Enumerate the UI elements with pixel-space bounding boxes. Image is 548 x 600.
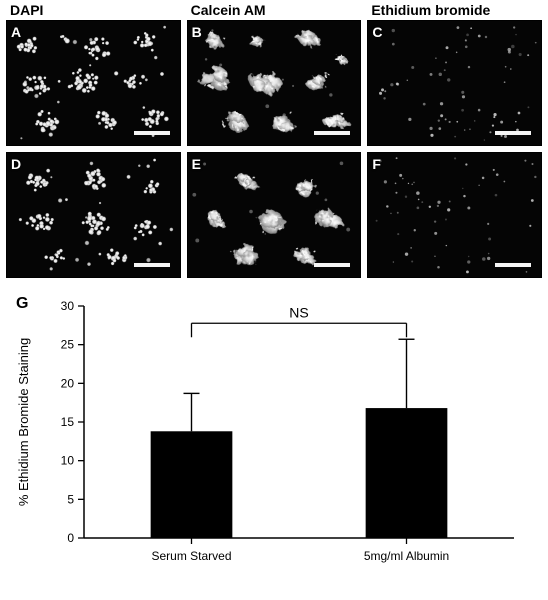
panel-letter-d: D xyxy=(11,156,21,172)
panel-e-calcein-row2: E xyxy=(187,152,362,278)
bar-chart-svg: G 0 5 10 15 20 25 30 % Ethidium Bromide Staining… xyxy=(4,288,544,598)
scalebar-c xyxy=(495,131,531,135)
scalebar-b xyxy=(314,131,350,135)
svg-text:30: 30 xyxy=(61,299,75,313)
panel-f-ethidium-row2: F xyxy=(367,152,542,278)
scalebar-a xyxy=(134,131,170,135)
panel-d-dapi-row2: D xyxy=(6,152,181,278)
microscopy-panel-grid: A B C D E F xyxy=(6,20,542,278)
svg-text:% Ethidium Bromide Staining: % Ethidium Bromide Staining xyxy=(16,337,31,505)
scalebar-e xyxy=(314,263,350,267)
svg-text:15: 15 xyxy=(61,415,75,429)
scalebar-d xyxy=(134,263,170,267)
panel-letter-f: F xyxy=(372,156,381,172)
col-header-dapi: DAPI xyxy=(6,2,181,18)
svg-text:25: 25 xyxy=(61,337,75,351)
svg-text:20: 20 xyxy=(61,376,75,390)
svg-text:5: 5 xyxy=(67,492,74,506)
scalebar-f xyxy=(495,263,531,267)
panel-letter-b: B xyxy=(192,24,202,40)
svg-text:NS: NS xyxy=(289,304,308,320)
panel-b-calcein-row1: B xyxy=(187,20,362,146)
col-header-calcein: Calcein AM xyxy=(187,2,362,18)
svg-text:Serum Starved: Serum Starved xyxy=(151,549,231,563)
svg-text:0: 0 xyxy=(67,531,74,545)
panel-letter-c: C xyxy=(372,24,382,40)
panel-c-ethidium-row1: C xyxy=(367,20,542,146)
col-header-ethidium: Ethidium bromide xyxy=(367,2,542,18)
svg-text:G: G xyxy=(16,295,28,312)
bar-chart-container: G 0 5 10 15 20 25 30 % Ethidium Bromide Staining… xyxy=(0,278,548,598)
figure-container: DAPI Calcein AM Ethidium bromide A B C D… xyxy=(0,0,548,278)
panel-letter-e: E xyxy=(192,156,201,172)
svg-text:5mg/ml Albumin: 5mg/ml Albumin xyxy=(364,549,449,563)
svg-text:10: 10 xyxy=(61,453,75,467)
panel-a-dapi-row1: A xyxy=(6,20,181,146)
panel-letter-a: A xyxy=(11,24,21,40)
column-headers: DAPI Calcein AM Ethidium bromide xyxy=(6,2,542,18)
